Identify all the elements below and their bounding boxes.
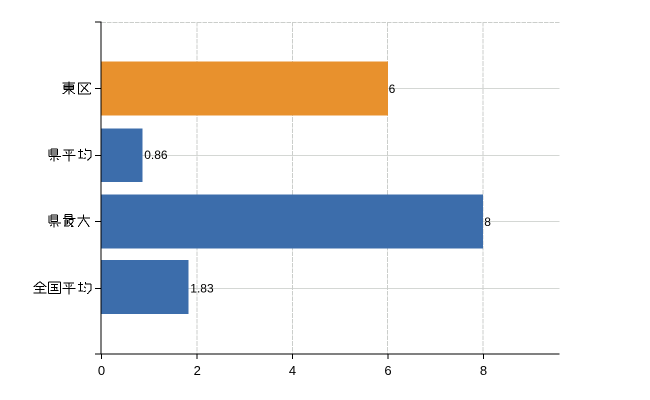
svg-text:4: 4 [289, 363, 296, 378]
svg-text:1.83: 1.83 [190, 281, 214, 295]
svg-text:0.86: 0.86 [144, 148, 168, 162]
svg-text:8: 8 [480, 363, 487, 378]
svg-text:2: 2 [194, 363, 201, 378]
svg-text:0: 0 [98, 363, 105, 378]
svg-text:6: 6 [384, 363, 391, 378]
svg-text:8: 8 [484, 215, 491, 229]
svg-text:6: 6 [389, 82, 396, 96]
